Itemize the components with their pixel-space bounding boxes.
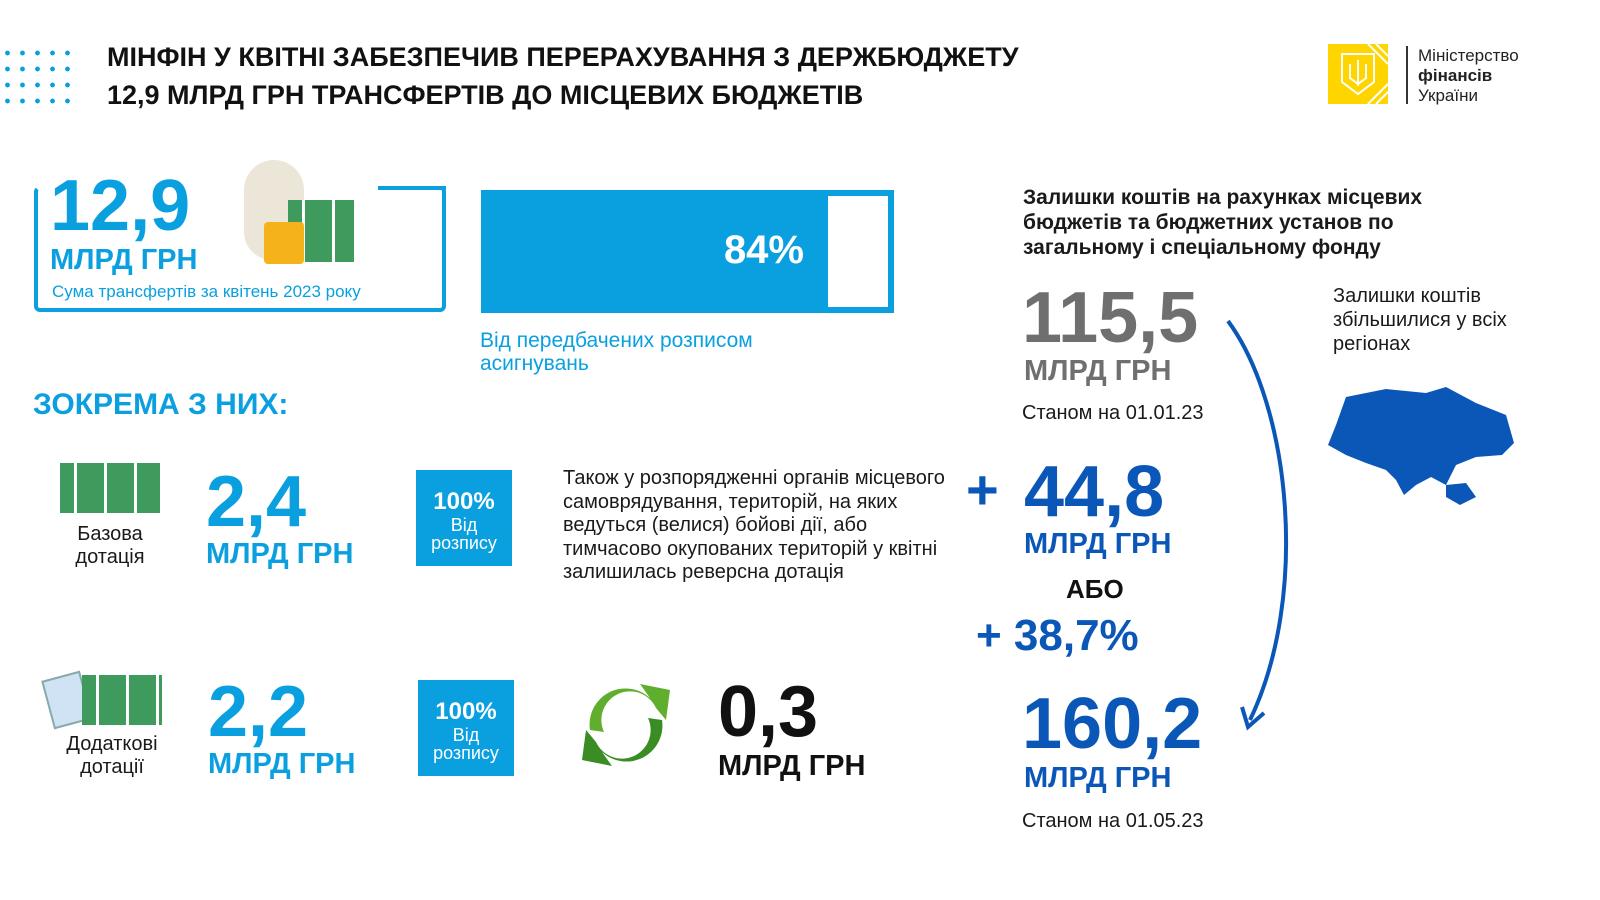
tag-pct: 100% bbox=[435, 698, 497, 725]
increase-unit: МЛРД ГРН bbox=[1024, 528, 1172, 560]
cash-stacks-icon bbox=[60, 463, 160, 513]
start-value: 115,5 bbox=[1022, 278, 1199, 358]
tag-pct: 100% bbox=[433, 488, 495, 515]
logo-line-2: фінансів bbox=[1418, 66, 1493, 85]
decorative-dots bbox=[0, 45, 75, 105]
logo-line-1: Міністерство bbox=[1418, 46, 1519, 65]
tag-text: Від розпису bbox=[431, 515, 497, 553]
total-card bbox=[34, 186, 446, 312]
progress-label: 84% bbox=[723, 228, 804, 272]
progress-bar: 84% bbox=[481, 190, 894, 313]
basic-value: 2,4 bbox=[206, 462, 307, 542]
coins-icon bbox=[264, 222, 304, 264]
additional-value: 2,2 bbox=[208, 672, 309, 752]
basic-tag: 100% Від розпису bbox=[416, 470, 512, 566]
start-unit: МЛРД ГРН bbox=[1024, 355, 1172, 387]
title-line-1: МІНФІН У КВІТНІ ЗАБЕЗПЕЧИВ ПЕРЕРАХУВАННЯ… bbox=[107, 42, 1019, 72]
additional-tag: 100% Від розпису bbox=[418, 680, 514, 776]
reverse-value: 0,3 bbox=[718, 672, 819, 752]
end-value: 160,2 bbox=[1022, 684, 1203, 764]
total-value: 12,9 bbox=[50, 166, 191, 246]
section-title: ЗОКРЕМА З НИХ: bbox=[33, 388, 289, 421]
total-unit: МЛРД ГРН bbox=[50, 244, 198, 276]
page-title: МІНФІН У КВІТНІ ЗАБЕЗПЕЧИВ ПЕРЕРАХУВАННЯ… bbox=[107, 38, 1019, 114]
increase-value: 44,8 bbox=[1024, 452, 1165, 532]
end-unit: МЛРД ГРН bbox=[1024, 762, 1172, 794]
basic-unit: МЛРД ГРН bbox=[206, 538, 354, 570]
total-caption: Сума трансфертів за квітень 2023 року bbox=[52, 282, 361, 301]
card-border bbox=[378, 186, 446, 190]
start-date: Станом на 01.01.23 bbox=[1022, 402, 1204, 424]
basic-label: Базова дотація bbox=[75, 523, 145, 568]
regions-note: Залишки коштів збільшилися у всіх регіон… bbox=[1333, 285, 1507, 355]
ministry-logo-text: Міністерство фінансів України bbox=[1418, 46, 1519, 106]
logo-divider bbox=[1406, 46, 1408, 104]
progress-caption: Від передбачених розписом асигнувань bbox=[480, 329, 753, 375]
additional-label: Додаткові дотації bbox=[66, 733, 158, 778]
reverse-unit: МЛРД ГРН bbox=[718, 750, 866, 782]
ukraine-map-icon bbox=[1328, 387, 1514, 505]
end-date: Станом на 01.05.23 bbox=[1022, 810, 1204, 832]
trident-logo-icon bbox=[1328, 43, 1389, 105]
tag-text: Від розпису bbox=[433, 725, 499, 763]
plus-sign: + bbox=[966, 458, 999, 521]
additional-unit: МЛРД ГРН bbox=[208, 748, 356, 780]
growth-arrow-icon bbox=[1226, 319, 1289, 731]
progress-remaining bbox=[827, 196, 888, 307]
title-line-2: 12,9 МЛРД ГРН ТРАНСФЕРТІВ ДО МІСЦЕВИХ БЮ… bbox=[107, 80, 864, 110]
increase-pct: + 38,7% bbox=[976, 611, 1139, 660]
refresh-arrows-icon bbox=[582, 684, 670, 766]
reverse-text: Також у розпорядженні органів місцевого … bbox=[563, 467, 945, 583]
logo-line-3: України bbox=[1418, 86, 1478, 105]
or-label: АБО bbox=[1066, 574, 1124, 604]
cash-stacks-icon bbox=[82, 675, 162, 725]
balances-heading: Залишки коштів на рахунках місцевих бюдж… bbox=[1023, 186, 1423, 259]
